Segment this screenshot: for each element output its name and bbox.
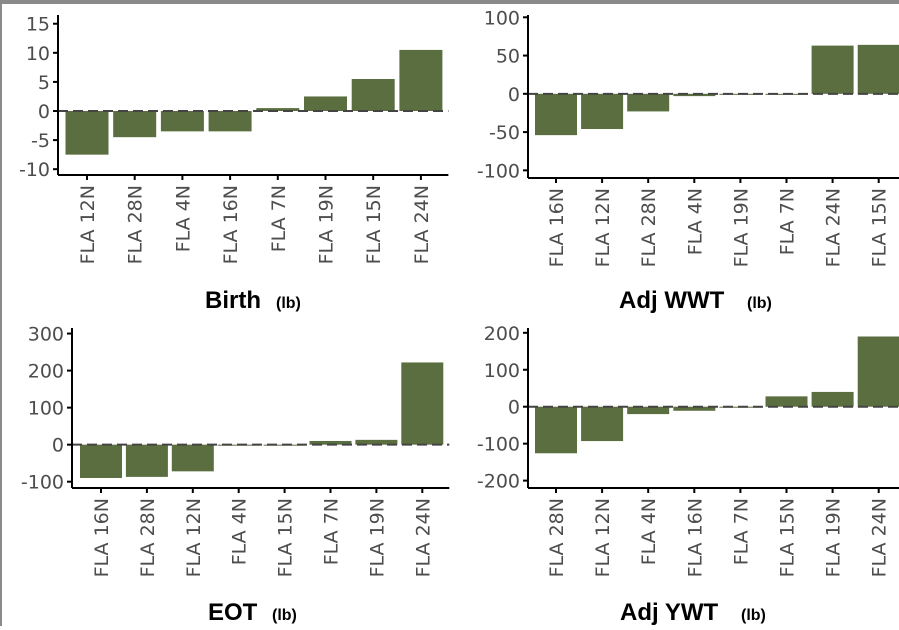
bar [355,439,398,445]
y-tick-label: 0 [38,101,50,123]
bar [673,406,716,411]
x-tick-label: FLA 19N [730,188,752,267]
x-tick-label: FLA 15N [363,185,385,264]
x-tick-label: FLA 24N [869,498,891,577]
x-tick-label: FLA 12N [592,188,614,267]
x-tick-label: FLA 24N [823,188,845,267]
panel-adj-ywt: Adj YWT (lb) -200 -100 0 100 200 FLA 28N FLA 1… [477,323,899,626]
y-tick-label: 100 [484,7,520,29]
bar [811,391,854,407]
bar [309,440,352,445]
bar [351,79,395,111]
y-tick-label: -50 [489,122,520,144]
x-tick-label: FLA 15N [275,498,297,577]
y-tick-label: -200 [477,471,520,493]
bar [80,444,122,478]
x-tick-label: FLA 19N [366,498,388,577]
bar [256,108,300,111]
bar [160,111,204,132]
y-tick-label: 200 [484,323,520,345]
panel-unit: (lb) [741,607,766,624]
bar [857,44,899,94]
bar [304,96,347,111]
bar [811,45,854,94]
x-tick-label: FLA 4N [229,498,251,565]
panel-title: EOT [208,599,258,626]
x-tick-label: FLA 24N [411,185,433,264]
x-tick-label: FLA 15N [869,188,891,267]
y-tick-label: 300 [28,324,64,346]
panel-title: Birth [205,287,261,314]
y-tick-label: -100 [477,434,520,456]
y-tick-label: 200 [28,361,64,383]
panel-unit: (lb) [747,295,772,312]
y-tick-label: -100 [477,160,520,182]
x-tick-label: FLA 7N [777,188,799,255]
y-tick-label: -100 [21,472,64,494]
bar [673,93,716,97]
x-tick-label: FLA 28N [638,188,660,267]
x-tick-label: FLA 7N [321,498,343,565]
bar [581,93,624,130]
y-tick-label: 15 [26,14,50,36]
y-tick-label: 0 [52,435,64,457]
x-tick-label: FLA 12N [592,498,614,577]
bar [399,49,443,111]
panel-unit: (lb) [272,607,297,624]
y-tick-label: 10 [26,43,50,65]
y-tick-label: 0 [508,397,520,419]
x-tick-label: FLA 12N [183,498,205,577]
x-tick-label: FLA 16N [220,185,242,264]
x-tick-label: FLA 15N [777,498,799,577]
x-tick-label: FLA 4N [684,188,706,255]
x-tick-label: FLA 7N [730,498,752,565]
bar [208,111,252,132]
y-tick-label: 5 [38,72,50,94]
panel-title: Adj WWT [619,287,725,314]
x-tick-label: FLA 4N [638,498,660,565]
bar [765,396,808,407]
x-tick-label: FLA 19N [823,498,845,577]
panel-eot: EOT (lb) -100 0 100 200 300 FLA 16N FLA 28N FLA… [21,324,450,626]
x-tick-label: FLA 24N [412,498,434,577]
bar [857,336,899,407]
x-tick-label: FLA 16N [546,188,568,267]
bar [171,444,214,472]
x-tick-label: FLA 28N [546,498,568,577]
bar [627,93,670,112]
x-tick-label: FLA 16N [91,498,113,577]
y-tick-label: 100 [28,398,64,420]
panel-birth: Birth (lb) -10 -5 0 5 10 15 FLA 12N FLA 28N FLA … [19,14,449,314]
bar [581,406,624,442]
x-tick-label: FLA 28N [137,498,159,577]
y-tick-label: -10 [19,159,50,181]
x-tick-label: FLA 4N [172,185,194,252]
bar [113,111,157,138]
x-tick-label: FLA 28N [125,185,147,264]
y-tick-label: 50 [496,46,520,68]
bar [535,406,577,454]
x-tick-label: FLA 19N [316,185,338,264]
bar [401,362,444,445]
bar [627,406,670,415]
bar [535,93,577,136]
bar [125,444,168,477]
x-tick-label: FLA 7N [268,185,290,252]
panel-adj-wwt: Adj WWT (lb) -100 -50 0 50 100 FLA 16N FLA 12N… [477,7,899,314]
y-tick-label: 0 [508,84,520,106]
panel-title: Adj YWT [620,599,719,626]
y-tick-label: -5 [31,130,50,152]
x-tick-label: FLA 12N [77,185,99,264]
bar [65,111,109,155]
y-tick-label: 100 [484,360,520,382]
panel-unit: (lb) [276,295,301,312]
x-tick-label: FLA 16N [684,498,706,577]
